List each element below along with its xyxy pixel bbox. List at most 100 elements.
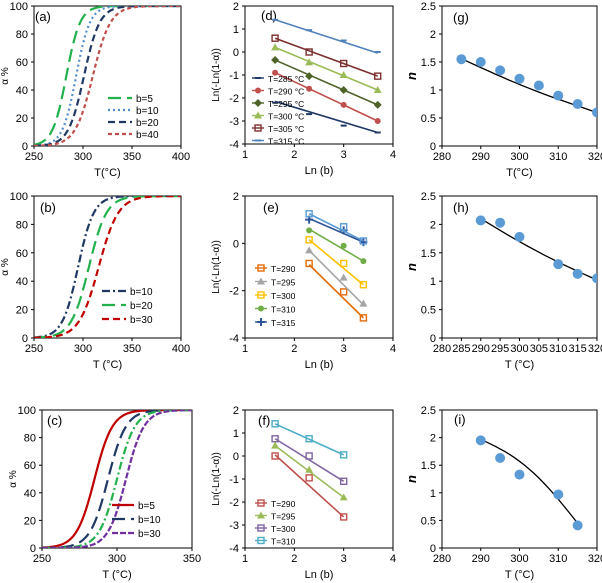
plot-area	[305, 210, 368, 322]
y-tick-label: 2.5	[421, 191, 436, 203]
data-point	[305, 210, 313, 218]
fit-line	[274, 100, 378, 134]
data-point	[271, 441, 280, 449]
data-point	[271, 452, 279, 460]
x-tick-label: 310	[549, 151, 567, 163]
legend-marker	[254, 124, 262, 132]
data-point	[305, 474, 313, 482]
chart-panel-b: 250 300 350 400 0 20 40 60 80 100 T (°C) α % (b) b=10…	[0, 191, 190, 371]
y-tick-label: 40	[16, 276, 28, 288]
y-tick-label: 0	[233, 47, 239, 59]
legend-label: b=30	[138, 529, 161, 540]
x-tick-label: 290	[472, 151, 490, 163]
y-tick-label: 1	[430, 276, 436, 288]
data-point	[305, 246, 314, 254]
x-tick-label: 300	[510, 151, 528, 163]
legend-marker	[257, 499, 265, 507]
chart-panel-e: 1 2 3 4 -4 -2 0 2 Ln (b) Ln(-Ln(1-α)) (e) T=290 T=29…	[211, 191, 396, 371]
y-tick-label: 40	[16, 85, 28, 97]
x-tick-label: 350	[123, 151, 141, 163]
y-tick-label: 2	[233, 1, 239, 13]
x-axis-label: T(°C)	[94, 167, 120, 179]
x-tick-label: 300	[510, 343, 528, 355]
legend-label: b=5	[138, 501, 155, 512]
legend-label: T=315 °C	[268, 137, 304, 147]
legend-label: T=300	[271, 524, 296, 534]
y-axis-label: α %	[8, 470, 19, 488]
plot-frame	[33, 5, 182, 147]
data-point	[374, 72, 382, 80]
y-tick-label: 100	[18, 405, 36, 417]
y-tick-label: 20	[16, 113, 28, 125]
y-tick-label: 1.5	[421, 460, 436, 472]
data-point	[271, 43, 280, 51]
data-point	[305, 48, 313, 56]
data-point	[305, 465, 314, 473]
legend-label: T=315	[271, 318, 296, 328]
data-point	[339, 259, 348, 268]
x-tick-label: 320	[588, 151, 602, 163]
x-tick-label: 250	[33, 553, 51, 565]
y-tick-label: 20	[24, 515, 36, 527]
x-tick-label: 280	[433, 343, 451, 355]
y-tick-label: 0	[430, 141, 436, 153]
legend-label: T=290	[271, 264, 296, 274]
chart-panel-i: 280 290 300 310 320 0 0.5 1 1.5 2 2.5 T (°C) n (i)	[404, 405, 602, 581]
fit-line	[274, 71, 379, 122]
fit-line	[308, 228, 364, 262]
y-tick-label: 0	[233, 238, 239, 250]
x-tick-label: 400	[172, 343, 190, 355]
trend-line	[480, 438, 579, 524]
plot-frame	[244, 195, 394, 339]
y-axis-label: n	[404, 263, 419, 271]
y-tick-label: -1	[229, 70, 239, 82]
legend-label: T=300 °C	[268, 112, 304, 122]
legend-label: b=10	[130, 287, 153, 298]
y-tick-label: -4	[229, 333, 239, 345]
data-point	[305, 435, 313, 443]
y-tick-label: 0	[430, 333, 436, 345]
data-point	[553, 489, 564, 500]
legend-marker	[257, 511, 265, 519]
legend-marker	[257, 264, 265, 272]
legend-label: T=310	[271, 305, 296, 315]
chart-panel-g: 280 290 300 310 320 0 0.5 1 1.5 2 2.5 T(°C) n (g)	[404, 1, 602, 179]
data-point	[359, 299, 368, 307]
data-point	[305, 72, 314, 81]
series-line	[34, 196, 181, 338]
legend-label: T=295	[271, 512, 296, 522]
data-point	[339, 451, 348, 459]
y-tick-label: 1	[430, 488, 436, 500]
legend-label: T=290	[271, 499, 296, 509]
x-tick-label: 3	[341, 343, 347, 355]
x-tick-label: 3	[341, 149, 347, 161]
y-tick-label: -1	[229, 474, 239, 486]
data-point	[339, 59, 348, 68]
fit-line	[274, 59, 379, 106]
y-tick-label: 1.5	[421, 248, 436, 260]
x-axis-label: Ln (b)	[305, 359, 334, 371]
data-point	[553, 90, 564, 101]
data-point	[305, 58, 314, 66]
y-tick-label: 0	[30, 543, 36, 555]
data-point	[340, 242, 347, 249]
x-axis-label: T (°C)	[102, 569, 131, 581]
y-axis-label: n	[404, 475, 419, 483]
data-point	[495, 453, 506, 464]
data-point	[306, 227, 313, 234]
y-tick-label: 80	[16, 29, 28, 41]
data-point	[339, 493, 348, 501]
series-line	[42, 410, 192, 548]
legend-label: b=10	[136, 106, 159, 117]
legend-label: b=40	[136, 130, 159, 141]
legend-label: b=10	[138, 515, 161, 526]
y-tick-label: 60	[24, 460, 36, 472]
data-point	[495, 65, 506, 76]
data-point	[475, 435, 486, 446]
panel-label: (g)	[453, 10, 469, 25]
y-tick-label: 60	[16, 248, 28, 260]
data-point	[359, 314, 368, 322]
y-tick-label: 0.5	[421, 515, 436, 527]
